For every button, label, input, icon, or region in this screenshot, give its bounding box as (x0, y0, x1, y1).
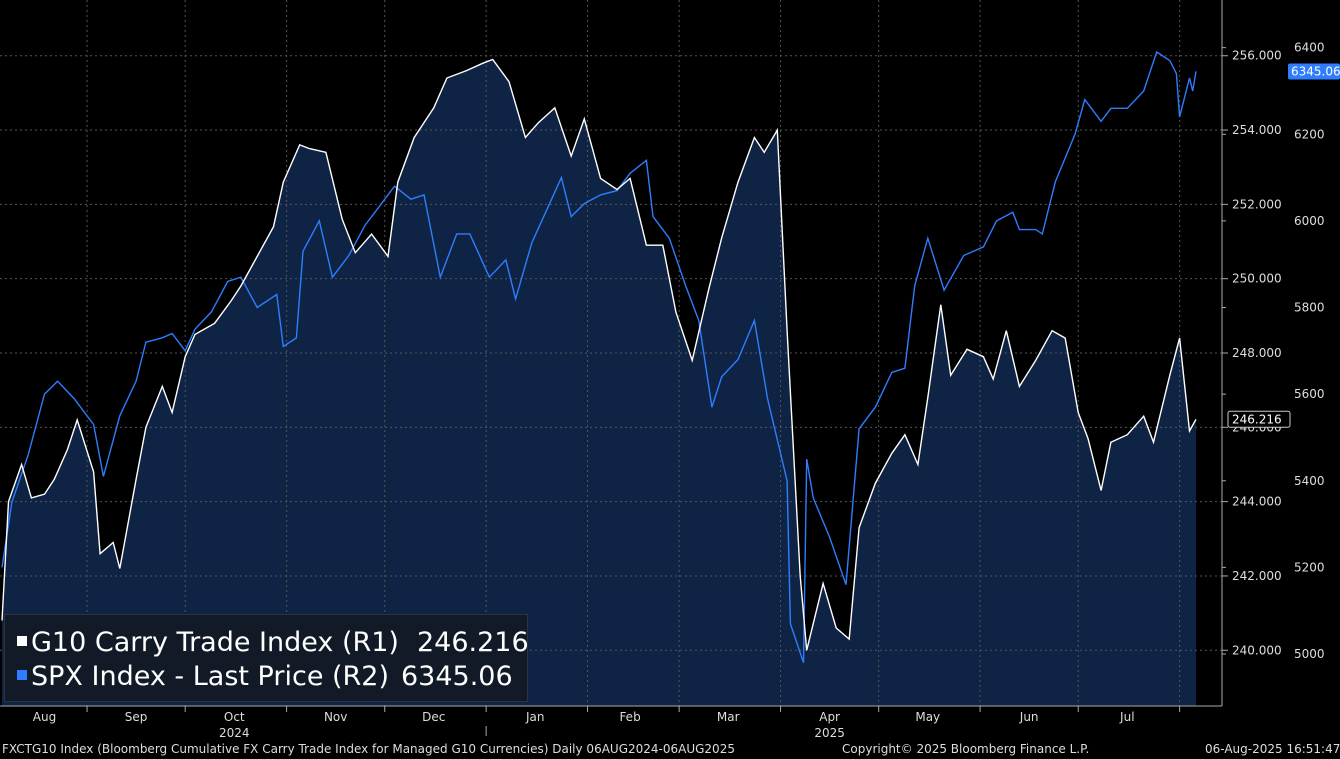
legend-value-r1: 246.216 (417, 627, 529, 658)
legend-item-spx: SPX Index - Last Price (R2) 6345.06 (17, 661, 513, 697)
r2-tick-label: 5800 (1294, 301, 1325, 315)
r2-tick-label: 5400 (1294, 474, 1325, 488)
x-month-label: Jun (1019, 710, 1039, 724)
r2-tick-label: 5200 (1294, 560, 1325, 574)
chart-legend: G10 Carry Trade Index (R1) 246.216 SPX I… (4, 614, 529, 702)
r1-tick-label: 250.000 (1232, 272, 1282, 286)
r1-tick-label: 248.000 (1232, 346, 1282, 360)
x-month-label: May (915, 710, 940, 724)
g10-last-value: 246.216 (1232, 412, 1282, 426)
r2-tick-label: 6000 (1294, 214, 1325, 228)
r1-tick-label: 256.000 (1232, 49, 1282, 63)
g10-last-value-tag (1227, 410, 1291, 428)
footer-source: FXCTG10 Index (Bloomberg Cumulative FX C… (2, 742, 735, 756)
legend-value-r2: 6345.06 (401, 661, 513, 692)
r1-tick-label: 252.000 (1232, 197, 1282, 211)
legend-label-r2: SPX Index - Last Price (R2) (31, 661, 390, 692)
x-year-label: 2024 (219, 726, 250, 740)
x-month-label: Oct (224, 710, 245, 724)
legend-swatch-white (17, 635, 27, 646)
legend-swatch-blue (17, 669, 27, 680)
x-year-label: 2025 (814, 726, 845, 740)
legend-item-g10-carry: G10 Carry Trade Index (R1) 246.216 (17, 627, 529, 663)
spx-last-value: 6345.06 (1291, 64, 1340, 78)
r1-tick-label: 254.000 (1232, 123, 1282, 137)
footer-copyright: Copyright© 2025 Bloomberg Finance L.P. (842, 742, 1090, 756)
x-month-label: Aug (33, 710, 56, 724)
x-month-label: Feb (619, 710, 640, 724)
r1-tick-label: 240.000 (1232, 643, 1282, 657)
x-month-label: Apr (819, 710, 840, 724)
r2-tick-label: 6200 (1294, 127, 1325, 141)
g10-area-fill (2, 59, 1196, 706)
legend-label-r1: G10 Carry Trade Index (R1) (31, 627, 399, 658)
r2-tick-label: 6400 (1294, 41, 1325, 55)
r2-tick-label: 5600 (1294, 387, 1325, 401)
x-month-label: Nov (324, 710, 347, 724)
x-month-label: Dec (422, 710, 445, 724)
x-month-label: Mar (717, 710, 740, 724)
r2-tick-label: 5000 (1294, 647, 1325, 661)
footer-timestamp: 06-Aug-2025 16:51:47 (1205, 742, 1340, 756)
g10-series-line (1, 58, 1197, 651)
x-month-label: Sep (125, 710, 148, 724)
r1-tick-label: 244.000 (1232, 495, 1282, 509)
spx-series-line (1, 50, 1197, 663)
spx-last-value-tag (1288, 63, 1340, 80)
x-month-label: Jul (1119, 710, 1134, 724)
r1-tick-label: 242.000 (1232, 569, 1282, 583)
x-month-label: Jan (525, 710, 545, 724)
